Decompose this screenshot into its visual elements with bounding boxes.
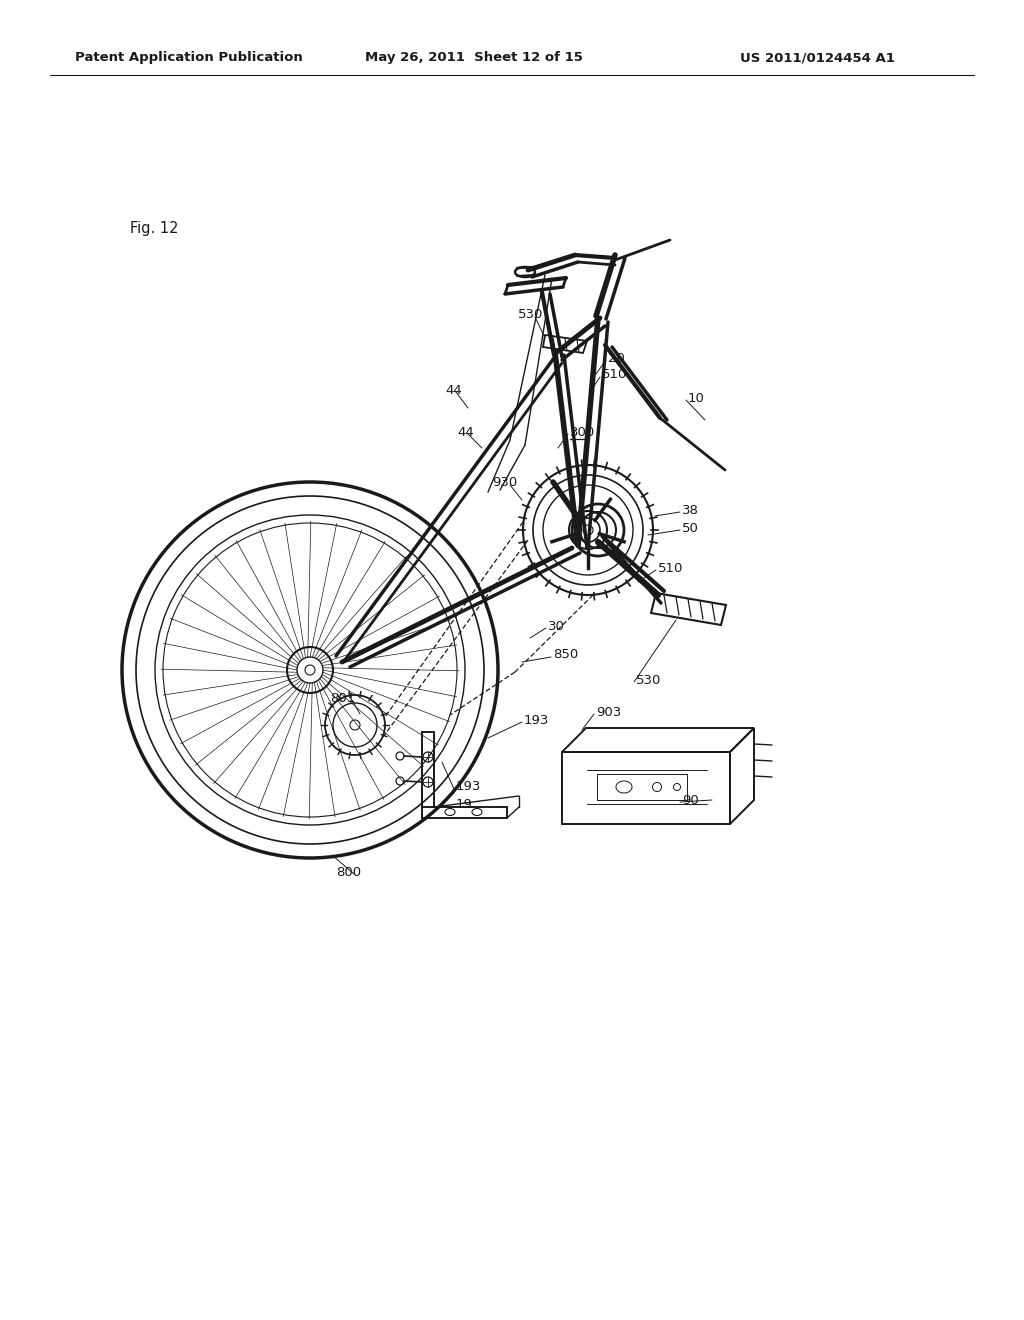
Text: 300: 300: [570, 425, 595, 438]
Text: 801: 801: [330, 692, 355, 705]
Text: 44: 44: [445, 384, 462, 396]
Text: 20: 20: [608, 351, 625, 364]
Text: 19: 19: [456, 797, 473, 810]
Text: 850: 850: [553, 648, 579, 661]
Text: Fig. 12: Fig. 12: [130, 220, 178, 235]
Text: 90: 90: [682, 793, 698, 807]
Text: Patent Application Publication: Patent Application Publication: [75, 51, 303, 65]
Text: 510: 510: [602, 368, 628, 381]
Text: May 26, 2011  Sheet 12 of 15: May 26, 2011 Sheet 12 of 15: [365, 51, 583, 65]
Text: 50: 50: [682, 521, 698, 535]
Text: 30: 30: [548, 619, 565, 632]
Text: 800: 800: [336, 866, 361, 879]
Text: 10: 10: [688, 392, 705, 404]
Text: 193: 193: [524, 714, 549, 726]
Text: 903: 903: [596, 705, 622, 718]
Text: 44: 44: [457, 425, 474, 438]
Text: 193: 193: [456, 780, 481, 793]
Text: US 2011/0124454 A1: US 2011/0124454 A1: [740, 51, 895, 65]
Text: 510: 510: [658, 561, 683, 574]
Text: 930: 930: [492, 477, 517, 490]
Text: 530: 530: [636, 673, 662, 686]
Text: 38: 38: [682, 503, 698, 516]
Text: 530: 530: [518, 309, 544, 322]
